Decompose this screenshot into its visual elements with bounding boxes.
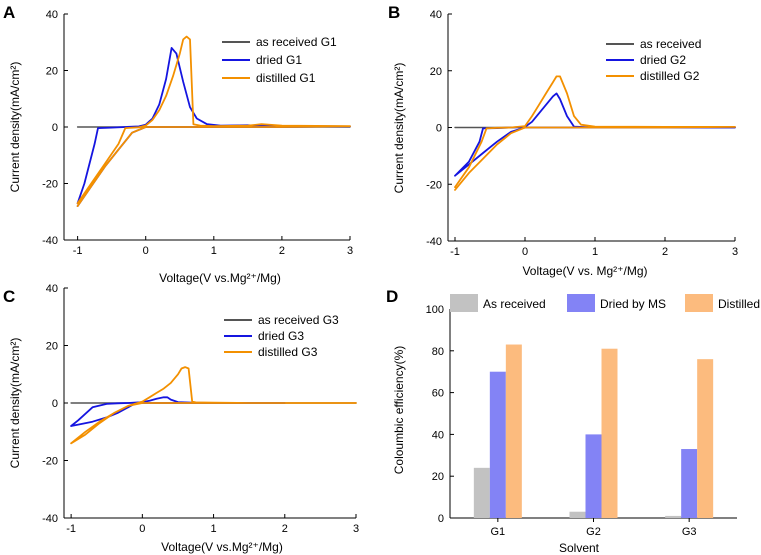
legend-swatch-d-1 (450, 294, 478, 312)
legend-b: as received dried G2 distilled G2 (606, 37, 701, 83)
panel-c: C -40 -20 0 20 40 -1 0 1 2 3 as received G3 dried G… (3, 283, 359, 554)
legend-swatch-d-2 (567, 294, 595, 312)
legend-a: as received G1 dried G1 distilled G1 (222, 35, 337, 85)
legend-label-d-1: As received (483, 297, 546, 311)
y-axis-title-a: Current density(mA/cm²) (8, 62, 22, 193)
y-tick-label-b: -40 (426, 236, 442, 248)
category-label-g1: G1 (490, 526, 505, 538)
series-line-b-3 (454, 75, 736, 191)
y-tick-label-a: 0 (52, 122, 58, 134)
x-tick-label-a: 2 (279, 245, 285, 257)
panel-label-d: D (386, 287, 398, 306)
plot-area-b: -40 -20 0 20 40 -1 0 1 2 3 as received dried G2 dist… (426, 9, 738, 258)
x-tick-label-c: 2 (282, 523, 288, 535)
y-axis-title-c: Current density(mA/cm²) (8, 338, 22, 469)
y-tick-label-b: 40 (430, 9, 442, 21)
x-tick-label-a: 3 (347, 245, 353, 257)
plot-area-a: -40 -20 0 20 40 -1 0 1 2 3 as received G1 dried G1 d… (42, 9, 353, 257)
x-tick-label-a: -1 (73, 245, 83, 257)
y-axis-title-b: Current density(mA/cm²) (392, 63, 406, 194)
x-tick-label-b: 0 (522, 246, 528, 258)
legend-label-a-2: dried G1 (256, 53, 302, 67)
series-line-b-2 (454, 92, 736, 177)
legend-swatch-d-3 (685, 294, 713, 312)
legend-label-d-3: Distilled (718, 297, 760, 311)
bar-g2-dried-by-ms (585, 434, 602, 518)
series-line-c-3 (70, 366, 357, 445)
category-label-g3: G3 (682, 526, 697, 538)
y-tick-label-d: 40 (432, 429, 444, 441)
plot-area-d: 0 20 40 60 80 100 G1 G2 G3 As received Dried by MS… (426, 294, 760, 538)
x-tick-label-b: 3 (732, 246, 738, 258)
legend-label-c-3: distilled G3 (258, 345, 318, 359)
bar-g3-distilled (697, 359, 714, 518)
bar-g3-dried-by-ms (681, 449, 698, 518)
bar-g1-dried-by-ms (489, 371, 506, 518)
y-tick-label-c: 40 (46, 283, 58, 295)
y-tick-label-b: -20 (426, 179, 442, 191)
panel-a: A -40 -20 0 20 40 -1 0 1 2 3 as received G1 dried G… (3, 3, 353, 285)
y-tick-label-c: -40 (42, 513, 58, 525)
legend-label-c-1: as received G3 (258, 313, 339, 327)
legend-label-c-2: dried G3 (258, 329, 304, 343)
legend-label-b-2: dried G2 (640, 53, 686, 67)
series-line-a-3 (76, 35, 351, 208)
y-tick-label-a: -20 (42, 179, 58, 191)
x-axis-title-c: Voltage(V vs.Mg²⁺/Mg) (161, 540, 283, 554)
panel-label-a: A (3, 3, 15, 22)
bar-g3-as-received (665, 515, 682, 518)
bar-g1-as-received (473, 467, 490, 518)
panel-b: B -40 -20 0 20 40 -1 0 1 2 3 as received dried G2 di… (388, 3, 738, 278)
bar-g1-distilled (505, 344, 522, 518)
y-tick-label-d: 0 (438, 513, 444, 525)
x-axis-title-d: Solvent (559, 541, 600, 555)
panel-label-c: C (3, 287, 15, 306)
x-tick-label-c: 3 (353, 523, 359, 535)
y-tick-label-a: -40 (42, 235, 58, 247)
legend-label-a-3: distilled G1 (256, 71, 316, 85)
plot-area-c: -40 -20 0 20 40 -1 0 1 2 3 as received G3 dried G3 d… (42, 283, 359, 535)
x-tick-label-a: 1 (211, 245, 217, 257)
legend-d: As received Dried by MS Distilled (450, 294, 760, 312)
y-tick-label-c: 20 (46, 341, 58, 353)
y-tick-label-a: 20 (46, 66, 58, 78)
x-axis-title-a: Voltage(V vs.Mg²⁺/Mg) (159, 271, 281, 285)
x-axis-title-b: Voltage(V vs. Mg²⁺/Mg) (522, 264, 647, 278)
y-tick-label-b: 20 (430, 66, 442, 78)
legend-label-b-1: as received (640, 37, 701, 51)
y-tick-label-c: -20 (42, 456, 58, 468)
x-tick-label-a: 0 (143, 245, 149, 257)
x-tick-label-b: -1 (450, 246, 460, 258)
y-tick-label-b: 0 (436, 123, 442, 135)
x-tick-label-c: 0 (139, 523, 145, 535)
legend-label-d-2: Dried by MS (600, 297, 666, 311)
y-axis-title-d: Coloumbic efficiency(%) (392, 346, 406, 475)
bar-g2-distilled (601, 348, 618, 518)
legend-c: as received G3 dried G3 distilled G3 (224, 313, 339, 359)
x-tick-label-b: 2 (662, 246, 668, 258)
y-tick-label-c: 0 (52, 398, 58, 410)
x-tick-label-c: 1 (210, 523, 216, 535)
y-tick-label-d: 60 (432, 388, 444, 400)
y-tick-label-a: 40 (46, 9, 58, 21)
y-tick-label-d: 80 (432, 346, 444, 358)
panel-d: D 0 20 40 60 80 100 G1 G2 G3 As received Dried by … (386, 287, 760, 555)
y-tick-label-d: 100 (426, 304, 444, 316)
legend-label-b-3: distilled G2 (640, 69, 700, 83)
legend-label-a-1: as received G1 (256, 35, 337, 49)
x-tick-label-b: 1 (592, 246, 598, 258)
panel-label-b: B (388, 3, 400, 22)
y-tick-label-d: 20 (432, 471, 444, 483)
bar-g2-as-received (569, 511, 586, 518)
category-label-g2: G2 (586, 526, 601, 538)
x-tick-label-c: -1 (66, 523, 76, 535)
